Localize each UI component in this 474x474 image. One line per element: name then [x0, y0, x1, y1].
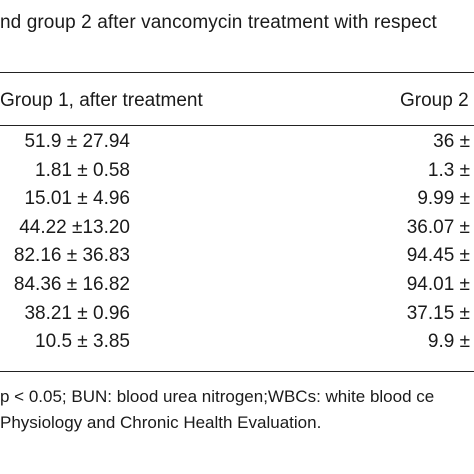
table-row: 1.81 ± 0.58 1.3 ±: [0, 160, 474, 189]
footnote-continuation: Physiology and Chronic Health Evaluation…: [0, 413, 322, 432]
cell-group1: 15.01 ± 4.96: [24, 188, 130, 210]
table-bottom-rule: [0, 371, 474, 372]
cell-group2: 37.15 ±: [406, 302, 470, 324]
cell-group1: 84.36 ± 16.82: [13, 273, 130, 295]
table-header-rule: [0, 125, 474, 126]
table-row: 15.01 ± 4.96 9.99 ±: [0, 188, 474, 217]
table-row: 82.16 ± 36.83 94.45 ±: [0, 245, 474, 274]
table-row: 84.36 ± 16.82 94.01 ±: [0, 274, 474, 303]
cell-group1: 38.21 ± 0.96: [24, 302, 130, 324]
cell-group2: 1.3 ±: [427, 159, 470, 181]
table-row: 44.22 ±13.20 36.07 ±: [0, 217, 474, 246]
cell-group1: 82.16 ± 36.83: [13, 245, 130, 267]
table-top-rule: [0, 72, 474, 73]
column-header-group1: Group 1, after treatment: [0, 90, 203, 111]
table-caption: nd group 2 after vancomycin treatment wi…: [0, 12, 437, 33]
cell-group1: 10.5 ± 3.85: [35, 331, 130, 353]
cell-group1: 1.81 ± 0.58: [35, 159, 130, 181]
table-row: 51.9 ± 27.94 36 ±: [0, 131, 474, 160]
table-body: 51.9 ± 27.94 36 ± 1.81 ± 0.58 1.3 ± 15.0…: [0, 131, 474, 360]
table-row: 38.21 ± 0.96 37.15 ±: [0, 303, 474, 332]
cell-group2: 94.45 ±: [406, 245, 470, 267]
cell-group1: 44.22 ±13.20: [19, 216, 130, 238]
table-row: 10.5 ± 3.85 9.9 ±: [0, 331, 474, 360]
cell-group2: 9.9 ±: [427, 331, 470, 353]
cell-group2: 9.99 ±: [417, 188, 470, 210]
cell-group2: 36.07 ±: [406, 216, 470, 238]
footnote-abbreviations: p < 0.05; BUN: blood urea nitrogen;WBCs:…: [0, 387, 435, 406]
cell-group2: 94.01 ±: [406, 273, 470, 295]
cell-group1: 51.9 ± 27.94: [24, 131, 130, 152]
column-header-group2: Group 2: [400, 90, 469, 111]
cell-group2: 36 ±: [433, 131, 470, 152]
